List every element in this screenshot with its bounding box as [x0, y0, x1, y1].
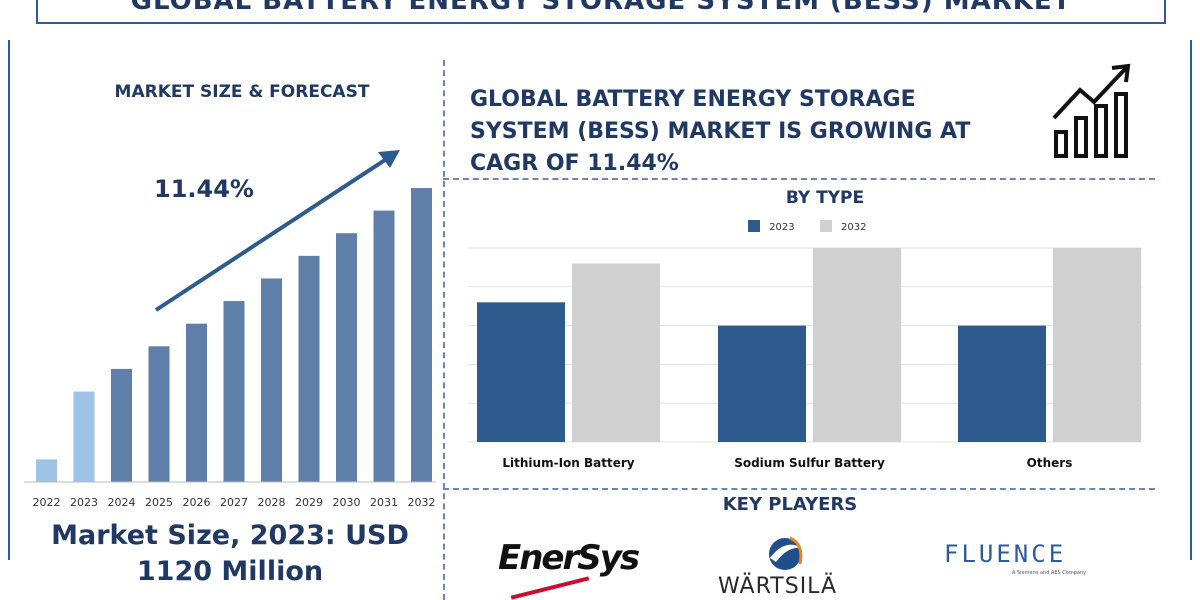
enersys-logo: EnerSys — [498, 538, 640, 578]
legend-swatch-2023 — [748, 220, 760, 232]
forecast-tick-2030: 2030 — [333, 496, 361, 509]
forecast-tick-2022: 2022 — [33, 496, 61, 509]
type-chart: Lithium-Ion Battery Sodium Sulfur Battery… — [468, 247, 1142, 470]
forecast-tick-2032: 2032 — [408, 496, 436, 509]
right-border — [1190, 40, 1192, 560]
forecast-tick-2025: 2025 — [145, 496, 173, 509]
horizontal-divider-top — [443, 178, 1155, 180]
forecast-bar-2023 — [73, 391, 95, 482]
type-tick-1: Sodium Sulfur Battery — [734, 456, 885, 470]
legend-item-2023: 2023 — [748, 220, 795, 233]
forecast-tick-2023: 2023 — [70, 496, 98, 509]
type-bar-2032-0 — [572, 263, 660, 442]
left-border — [8, 40, 10, 560]
forecast-bar-2028 — [261, 278, 282, 482]
enersys-logo-swoosh — [510, 576, 590, 600]
cagr-label: 11.44% — [154, 175, 254, 203]
forecast-bar-2031 — [373, 210, 395, 482]
headline-line3: CAGR OF 11.44% — [470, 151, 679, 176]
banner-title: GLOBAL BATTERY ENERGY STORAGE SYSTEM (BE… — [130, 0, 1072, 16]
banner: GLOBAL BATTERY ENERGY STORAGE SYSTEM (BE… — [36, 0, 1166, 24]
forecast-bar-2024 — [111, 368, 132, 482]
forecast-bar-2027 — [223, 301, 245, 482]
forecast-chart: 2022 2023 2024 2025 2026 2027 2028 2029 2030 2031… — [24, 150, 436, 509]
forecast-tick-2027: 2027 — [220, 496, 248, 509]
forecast-tick-2024: 2024 — [108, 496, 136, 509]
headline-line2: SYSTEM (BESS) MARKET IS GROWING AT — [470, 119, 971, 144]
type-tick-2: Others — [1027, 456, 1073, 470]
type-bar-2023-1 — [718, 325, 806, 442]
forecast-bar-2022 — [36, 459, 57, 482]
forecast-tick-2031: 2031 — [370, 496, 398, 509]
headline-line1: GLOBAL BATTERY ENERGY STORAGE — [470, 87, 916, 112]
legend-item-2032: 2032 — [819, 220, 867, 233]
type-bar-2023-0 — [477, 302, 565, 442]
legend-label-2023: 2023 — [769, 222, 795, 233]
forecast-bar-2026 — [186, 323, 207, 482]
horizontal-divider-bottom — [443, 488, 1155, 490]
fluence-logo: FLUENCE — [944, 540, 1067, 568]
by-type-title: BY TYPE — [785, 188, 865, 208]
headline: GLOBAL BATTERY ENERGY STORAGE SYSTEM (BE… — [470, 84, 1050, 180]
type-tick-0: Lithium-Ion Battery — [502, 456, 634, 470]
forecast-tick-2028: 2028 — [258, 496, 286, 509]
fluence-logo-subtitle: A Siemens and AES Company — [1012, 570, 1087, 576]
forecast-bar-2025 — [148, 346, 170, 482]
type-legend: 2023 2032 — [748, 220, 888, 233]
type-bar-2023-2 — [958, 325, 1046, 442]
wartsila-logo-mark — [769, 536, 803, 570]
market-size-text: Market Size, 2023: USD 1120 Million — [20, 518, 440, 590]
market-size-title: MARKET SIZE & FORECAST — [114, 82, 370, 102]
forecast-bar-2032 — [411, 188, 432, 482]
bar-growth-icon — [1052, 63, 1131, 158]
trend-arrow-head — [378, 150, 400, 168]
forecast-bar-2029 — [298, 255, 320, 482]
forecast-bar-2030 — [336, 233, 357, 482]
wartsila-logo: WÄRTSILÄ — [718, 574, 837, 599]
forecast-tick-2029: 2029 — [295, 496, 323, 509]
legend-label-2032: 2032 — [841, 222, 867, 233]
market-size-line2: 1120 Million — [136, 556, 324, 587]
type-bar-2032-1 — [813, 248, 901, 442]
type-bar-2032-2 — [1053, 248, 1141, 442]
vertical-divider — [443, 60, 445, 600]
trend-arrow-line — [154, 156, 390, 312]
market-size-line1: Market Size, 2023: USD — [51, 520, 409, 551]
legend-swatch-2032 — [819, 220, 832, 232]
forecast-tick-2026: 2026 — [183, 496, 211, 509]
key-players-title: KEY PLAYERS — [722, 494, 858, 515]
